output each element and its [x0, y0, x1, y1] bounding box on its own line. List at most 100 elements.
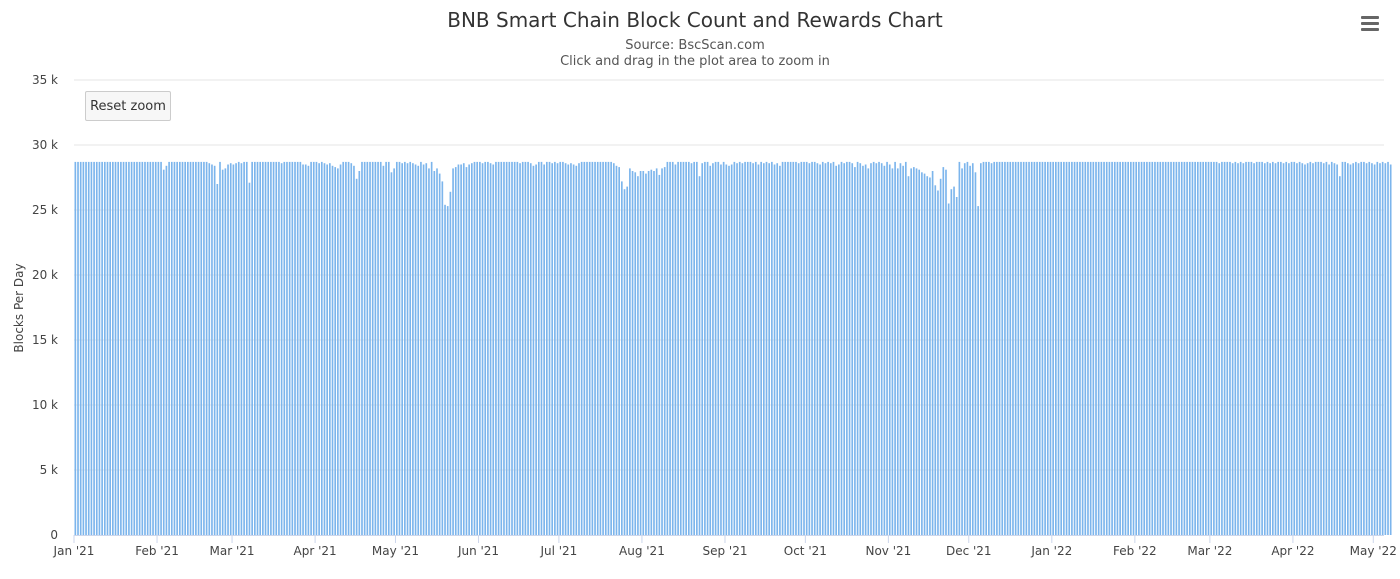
bar[interactable] [1121, 161, 1124, 535]
bar[interactable] [653, 171, 655, 535]
bar[interactable] [1309, 161, 1312, 535]
bar[interactable] [1057, 161, 1060, 535]
bar[interactable] [1119, 161, 1121, 535]
bar[interactable] [846, 161, 848, 535]
bar[interactable] [195, 161, 197, 535]
bar[interactable] [1154, 161, 1156, 535]
bar[interactable] [760, 161, 762, 535]
bar[interactable] [302, 164, 304, 536]
bar[interactable] [1146, 161, 1148, 535]
bar[interactable] [138, 161, 141, 535]
bar[interactable] [382, 165, 385, 536]
bar[interactable] [307, 165, 310, 536]
bar[interactable] [1365, 163, 1368, 535]
bar[interactable] [1207, 161, 1210, 535]
bar[interactable] [1298, 161, 1301, 535]
bar[interactable] [955, 197, 958, 535]
bar[interactable] [554, 161, 556, 535]
bar[interactable] [221, 169, 224, 535]
bar[interactable] [385, 161, 387, 535]
bar[interactable] [867, 168, 870, 535]
bar[interactable] [205, 161, 208, 535]
bar[interactable] [1164, 161, 1167, 535]
bar[interactable] [540, 161, 543, 535]
bar[interactable] [109, 161, 111, 535]
bar[interactable] [1006, 161, 1009, 535]
bar[interactable] [961, 168, 963, 535]
bar[interactable] [128, 161, 130, 535]
bar[interactable] [979, 163, 982, 535]
bar[interactable] [181, 161, 184, 535]
bar[interactable] [93, 161, 95, 535]
bar[interactable] [1196, 161, 1199, 535]
bar[interactable] [784, 161, 787, 535]
bar[interactable] [1108, 161, 1111, 535]
bar[interactable] [1183, 161, 1186, 535]
bar[interactable] [1038, 161, 1041, 535]
bar[interactable] [827, 161, 829, 535]
bar[interactable] [741, 163, 744, 535]
bar[interactable] [77, 161, 79, 535]
bar[interactable] [1022, 161, 1025, 535]
bar[interactable] [1296, 163, 1298, 535]
bar[interactable] [1306, 163, 1309, 535]
bar[interactable] [82, 161, 85, 535]
bar[interactable] [1046, 161, 1049, 535]
bar[interactable] [160, 161, 162, 535]
bar[interactable] [612, 163, 615, 535]
bar[interactable] [262, 161, 264, 535]
bar[interactable] [572, 164, 575, 536]
bar[interactable] [326, 164, 328, 536]
bar[interactable] [224, 168, 227, 535]
bar[interactable] [915, 168, 918, 535]
bar[interactable] [562, 161, 564, 535]
bar[interactable] [468, 164, 470, 536]
bar[interactable] [1159, 161, 1162, 535]
bar[interactable] [862, 165, 864, 536]
bar[interactable] [487, 161, 489, 535]
bar[interactable] [1371, 163, 1373, 535]
bar[interactable] [1333, 163, 1336, 535]
bar[interactable] [1322, 163, 1325, 535]
bar[interactable] [1033, 161, 1036, 535]
bar[interactable] [1387, 161, 1389, 535]
bar[interactable] [363, 161, 366, 535]
bar[interactable] [361, 161, 363, 535]
bar[interactable] [462, 163, 465, 535]
bar[interactable] [267, 161, 270, 535]
bar[interactable] [1373, 164, 1376, 536]
bar[interactable] [1226, 161, 1229, 535]
bar[interactable] [1092, 161, 1095, 535]
bar[interactable] [358, 171, 361, 535]
bar[interactable] [213, 165, 216, 536]
bar[interactable] [1328, 164, 1330, 536]
bar[interactable] [977, 206, 979, 535]
bar[interactable] [1030, 161, 1033, 535]
bar[interactable] [1213, 161, 1215, 535]
bar[interactable] [168, 161, 170, 535]
bar[interactable] [1151, 161, 1154, 535]
bar[interactable] [1076, 161, 1079, 535]
bar[interactable] [551, 163, 554, 535]
bar[interactable] [918, 169, 921, 535]
bar[interactable] [690, 163, 693, 535]
bar[interactable] [615, 165, 618, 536]
bar[interactable] [1263, 163, 1266, 535]
bar[interactable] [1325, 161, 1328, 535]
bar[interactable] [85, 161, 87, 535]
bar[interactable] [1041, 161, 1044, 535]
bar[interactable] [1170, 161, 1172, 535]
bar[interactable] [1357, 163, 1360, 535]
bar[interactable] [141, 161, 144, 535]
bar[interactable] [422, 164, 425, 536]
bar[interactable] [1301, 163, 1304, 535]
bar[interactable] [1194, 161, 1196, 535]
bar[interactable] [412, 163, 414, 535]
bar[interactable] [709, 165, 712, 536]
bar[interactable] [1138, 161, 1140, 535]
bar[interactable] [639, 171, 642, 535]
bar[interactable] [1285, 161, 1288, 535]
bar[interactable] [1229, 161, 1231, 535]
bar[interactable] [320, 161, 323, 535]
